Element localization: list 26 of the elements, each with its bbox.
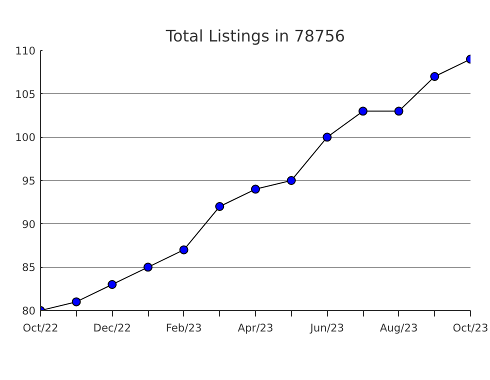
point — [144, 262, 152, 272]
point — [72, 297, 81, 306]
x-tick-label: Oct/23 — [452, 322, 488, 334]
point — [430, 72, 440, 81]
point — [286, 176, 296, 185]
point — [322, 132, 332, 142]
y-tick-label: 95 — [22, 174, 36, 188]
point — [215, 202, 224, 211]
y-tick-label: 85 — [22, 261, 36, 274]
point — [358, 106, 368, 116]
chart-title: Total Listings in 78756 — [164, 26, 346, 46]
y-tick-label: 105 — [15, 88, 36, 101]
y-tick-label: 110 — [15, 44, 36, 58]
point — [108, 280, 117, 289]
y-tick-label: 90 — [22, 218, 36, 231]
x-tick-label: Oct/22 — [22, 322, 58, 334]
x-tick-label: Aug/23 — [380, 322, 418, 334]
x-tick-label: Apr/23 — [238, 322, 274, 334]
y-tick-label: 100 — [15, 131, 36, 144]
y-tick-label: 80 — [22, 304, 36, 318]
point — [394, 106, 404, 116]
x-tick-label: Feb/23 — [166, 322, 202, 334]
point — [179, 245, 188, 254]
x-tick-label: Dec/22 — [93, 322, 132, 334]
point — [251, 184, 260, 194]
x-tick-label: Jun/23 — [309, 322, 344, 334]
